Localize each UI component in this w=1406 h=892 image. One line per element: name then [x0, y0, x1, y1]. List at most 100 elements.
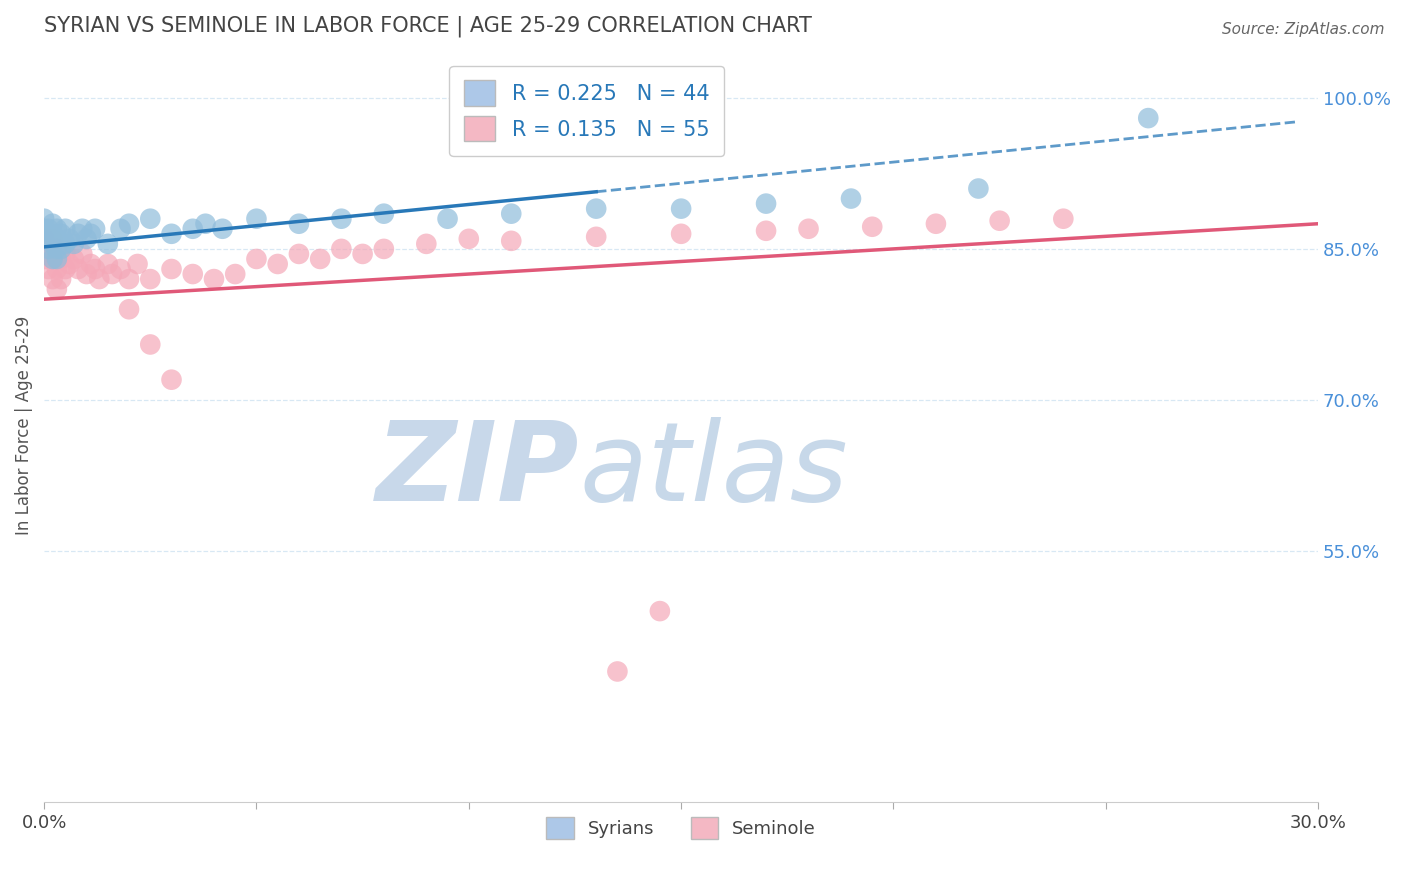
- Point: [118, 217, 141, 231]
- Point: [181, 221, 204, 235]
- Point: [76, 267, 98, 281]
- Point: [352, 247, 374, 261]
- Point: [1052, 211, 1074, 226]
- Point: [755, 224, 778, 238]
- Point: [37, 221, 59, 235]
- Point: [45, 232, 67, 246]
- Point: [72, 247, 94, 261]
- Point: [194, 217, 217, 231]
- Point: [97, 257, 120, 271]
- Point: [139, 211, 162, 226]
- Point: [84, 262, 107, 277]
- Point: [139, 272, 162, 286]
- Point: [1137, 111, 1160, 125]
- Point: [245, 252, 267, 266]
- Point: [373, 207, 395, 221]
- Point: [160, 262, 183, 277]
- Point: [127, 257, 149, 271]
- Point: [49, 252, 72, 266]
- Point: [839, 192, 862, 206]
- Point: [37, 242, 59, 256]
- Point: [45, 282, 67, 296]
- Point: [224, 267, 246, 281]
- Point: [160, 373, 183, 387]
- Point: [101, 267, 124, 281]
- Point: [41, 227, 63, 241]
- Text: ZIP: ZIP: [375, 417, 579, 524]
- Point: [373, 242, 395, 256]
- Point: [97, 236, 120, 251]
- Point: [80, 257, 103, 271]
- Point: [76, 232, 98, 246]
- Point: [41, 236, 63, 251]
- Point: [58, 232, 80, 246]
- Point: [436, 211, 458, 226]
- Point: [53, 247, 76, 261]
- Point: [41, 232, 63, 246]
- Point: [330, 242, 353, 256]
- Point: [53, 262, 76, 277]
- Point: [110, 262, 132, 277]
- Point: [80, 227, 103, 241]
- Point: [32, 252, 55, 266]
- Point: [797, 221, 820, 235]
- Point: [110, 221, 132, 235]
- Point: [245, 211, 267, 226]
- Point: [41, 272, 63, 286]
- Point: [72, 221, 94, 235]
- Point: [669, 202, 692, 216]
- Point: [37, 242, 59, 256]
- Point: [501, 207, 523, 221]
- Point: [181, 267, 204, 281]
- Point: [63, 252, 86, 266]
- Point: [139, 337, 162, 351]
- Point: [84, 221, 107, 235]
- Point: [585, 229, 607, 244]
- Point: [585, 202, 607, 216]
- Point: [288, 217, 311, 231]
- Point: [266, 257, 288, 271]
- Point: [160, 227, 183, 241]
- Point: [860, 219, 883, 234]
- Point: [211, 221, 233, 235]
- Point: [45, 221, 67, 235]
- Point: [202, 272, 225, 286]
- Point: [45, 262, 67, 277]
- Point: [415, 236, 437, 251]
- Point: [53, 236, 76, 251]
- Point: [288, 247, 311, 261]
- Point: [32, 232, 55, 246]
- Point: [32, 211, 55, 226]
- Point: [41, 252, 63, 266]
- Point: [49, 227, 72, 241]
- Point: [967, 181, 990, 195]
- Point: [37, 262, 59, 277]
- Point: [32, 221, 55, 235]
- Point: [457, 232, 479, 246]
- Point: [988, 213, 1011, 227]
- Point: [41, 252, 63, 266]
- Point: [45, 252, 67, 266]
- Point: [118, 272, 141, 286]
- Point: [49, 272, 72, 286]
- Y-axis label: In Labor Force | Age 25-29: In Labor Force | Age 25-29: [15, 316, 32, 534]
- Point: [648, 604, 671, 618]
- Point: [669, 227, 692, 241]
- Text: SYRIAN VS SEMINOLE IN LABOR FORCE | AGE 25-29 CORRELATION CHART: SYRIAN VS SEMINOLE IN LABOR FORCE | AGE …: [44, 15, 813, 37]
- Point: [58, 257, 80, 271]
- Point: [53, 221, 76, 235]
- Point: [330, 211, 353, 226]
- Point: [89, 272, 111, 286]
- Point: [118, 302, 141, 317]
- Point: [45, 242, 67, 256]
- Point: [49, 242, 72, 256]
- Point: [67, 227, 90, 241]
- Point: [925, 217, 948, 231]
- Point: [309, 252, 332, 266]
- Text: Source: ZipAtlas.com: Source: ZipAtlas.com: [1222, 22, 1385, 37]
- Legend: Syrians, Seminole: Syrians, Seminole: [538, 810, 823, 847]
- Point: [41, 217, 63, 231]
- Point: [37, 232, 59, 246]
- Point: [606, 665, 628, 679]
- Point: [45, 242, 67, 256]
